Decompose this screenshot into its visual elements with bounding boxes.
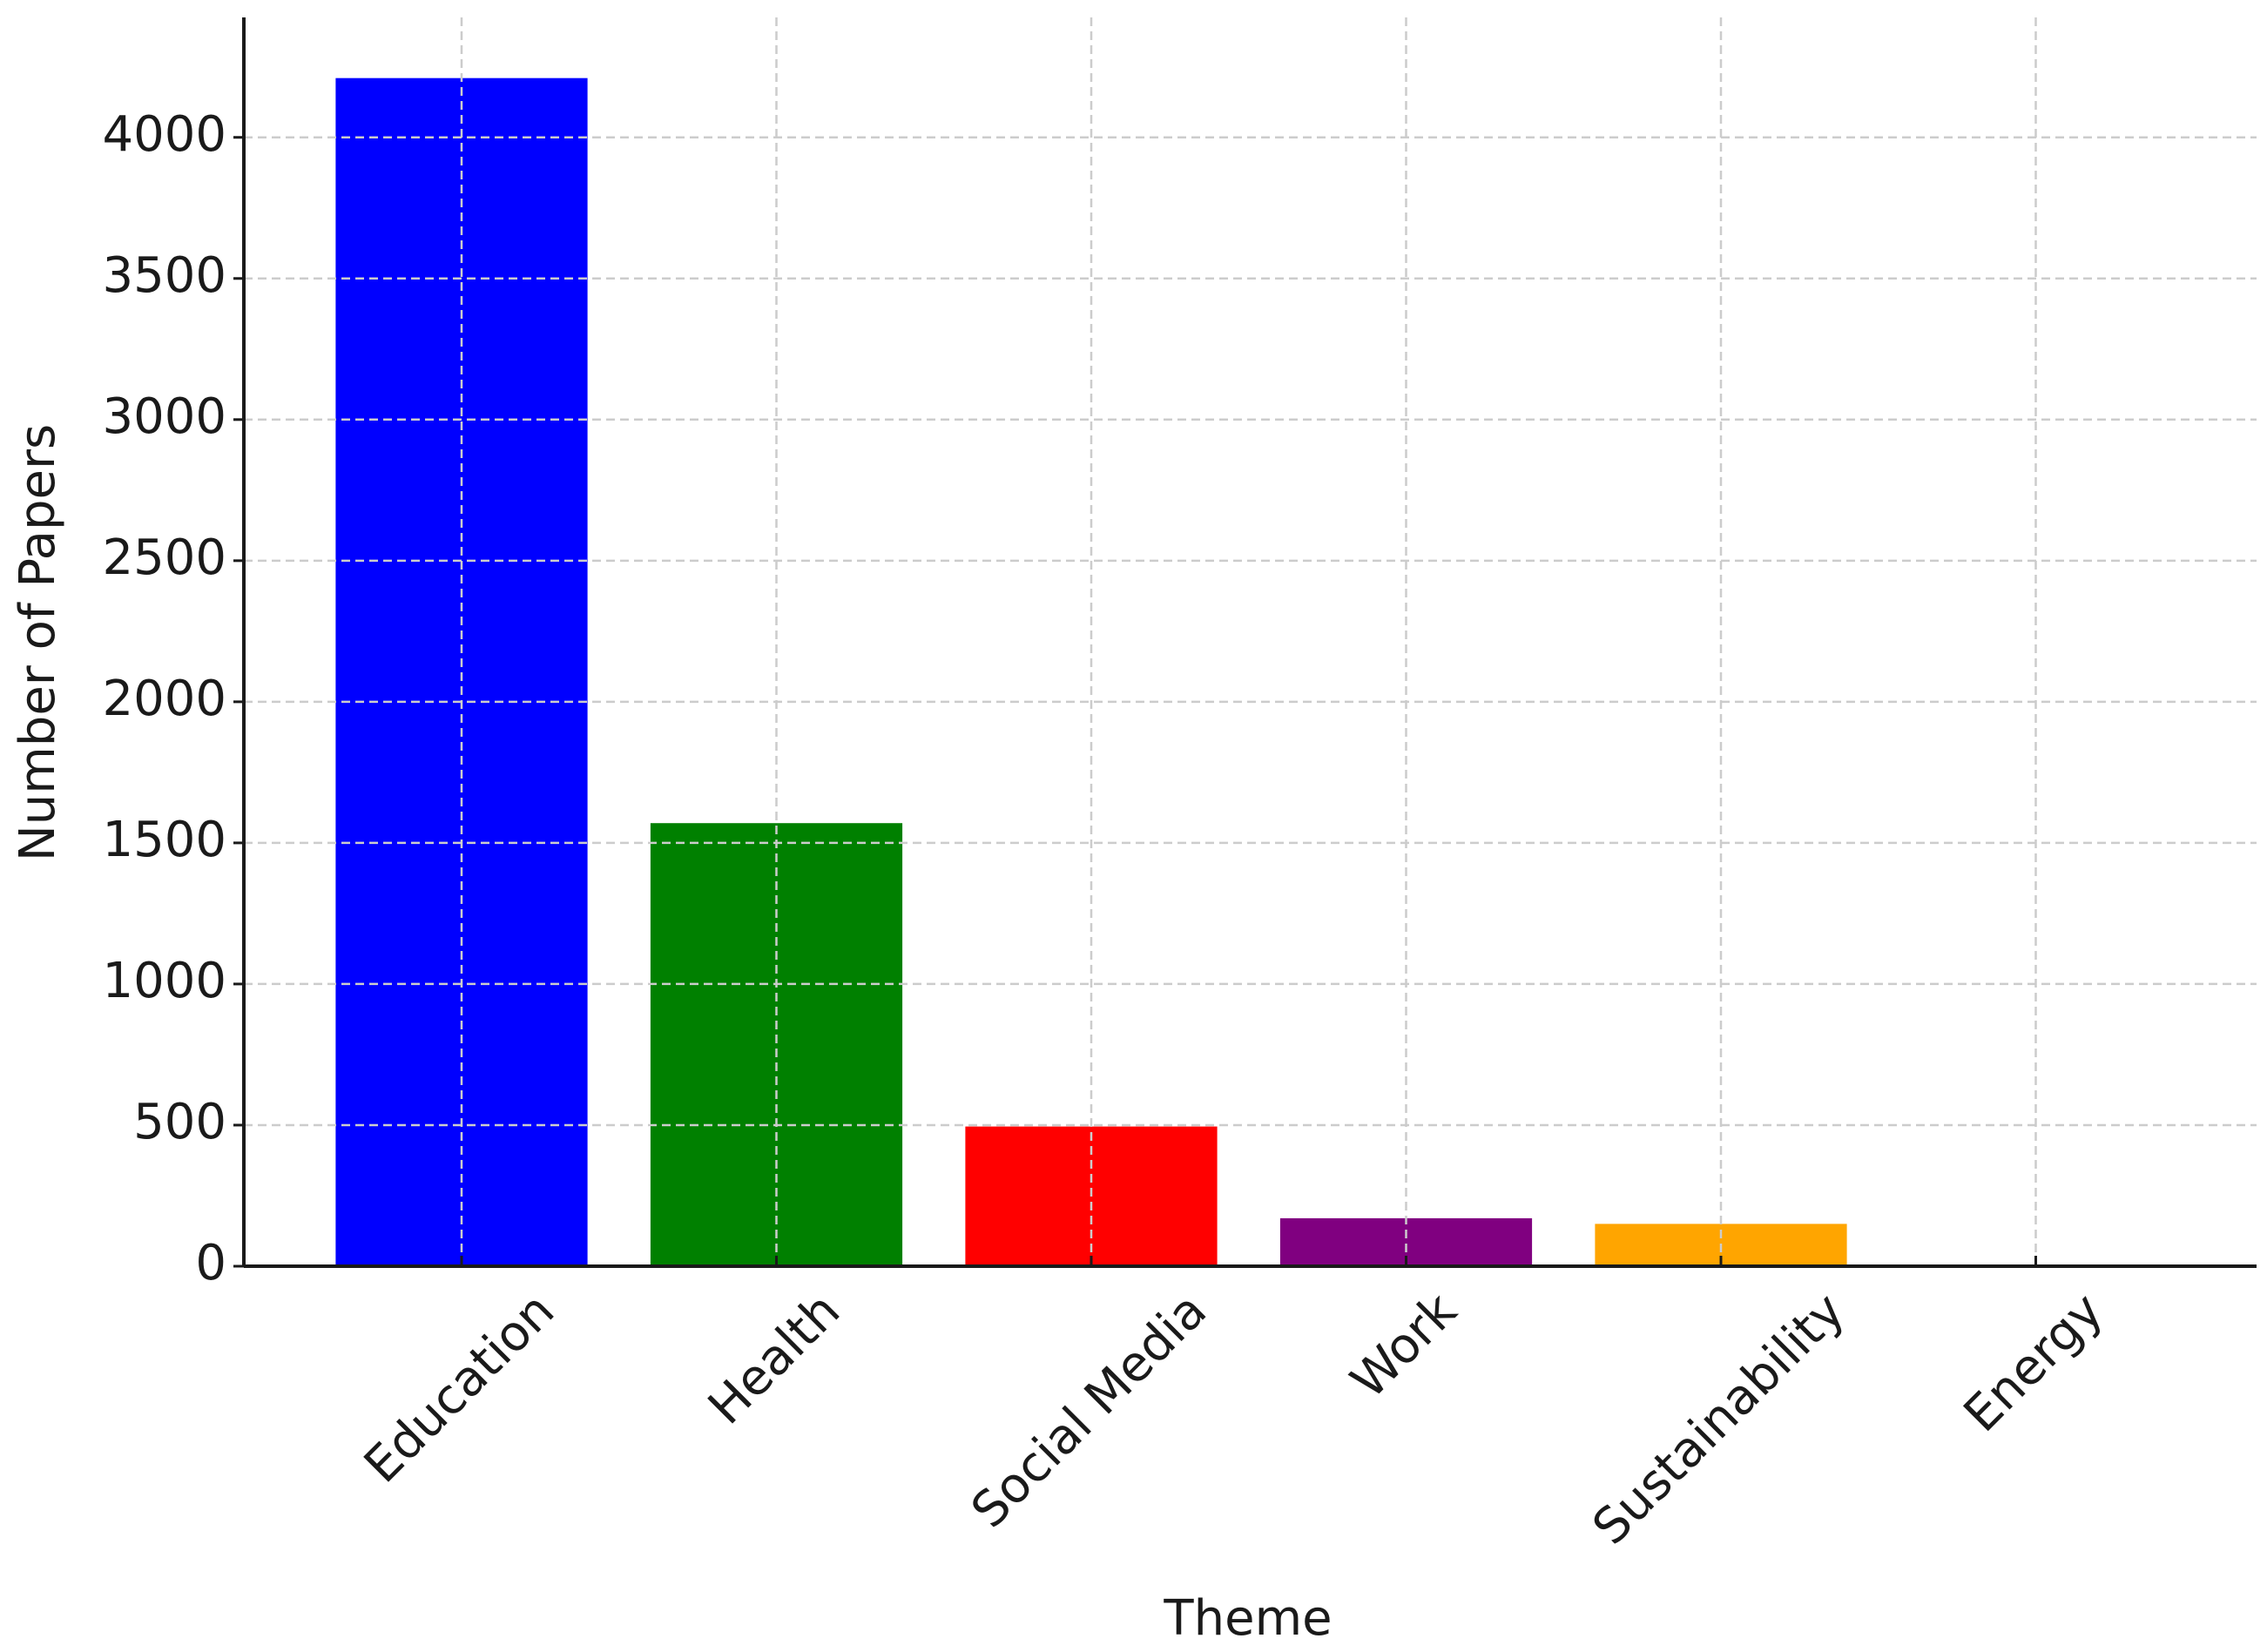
x-tick-label: Education <box>354 1282 565 1494</box>
y-tick-label: 500 <box>133 1094 226 1150</box>
y-tick-label: 3000 <box>102 388 226 445</box>
x-tick-label: Energy <box>1953 1282 2115 1443</box>
y-tick-label: 0 <box>195 1235 226 1291</box>
y-axis-label: Number of Papers <box>10 424 66 861</box>
y-tick-label: 2500 <box>102 529 226 586</box>
y-tick-label: 1000 <box>102 953 226 1009</box>
y-tick-label: 1500 <box>102 812 226 868</box>
y-tick-label: 3500 <box>102 247 226 304</box>
y-tick-label: 2000 <box>102 671 226 727</box>
x-tick-label: Sustainability <box>1582 1282 1856 1555</box>
y-tick-label: 4000 <box>102 106 226 163</box>
x-tick-label: Health <box>698 1282 851 1435</box>
x-axis-label: Theme <box>1163 1590 1332 1647</box>
x-tick-label: Social Media <box>961 1282 1218 1539</box>
x-tick-label: Work <box>1340 1282 1468 1410</box>
grid <box>244 17 2257 1268</box>
